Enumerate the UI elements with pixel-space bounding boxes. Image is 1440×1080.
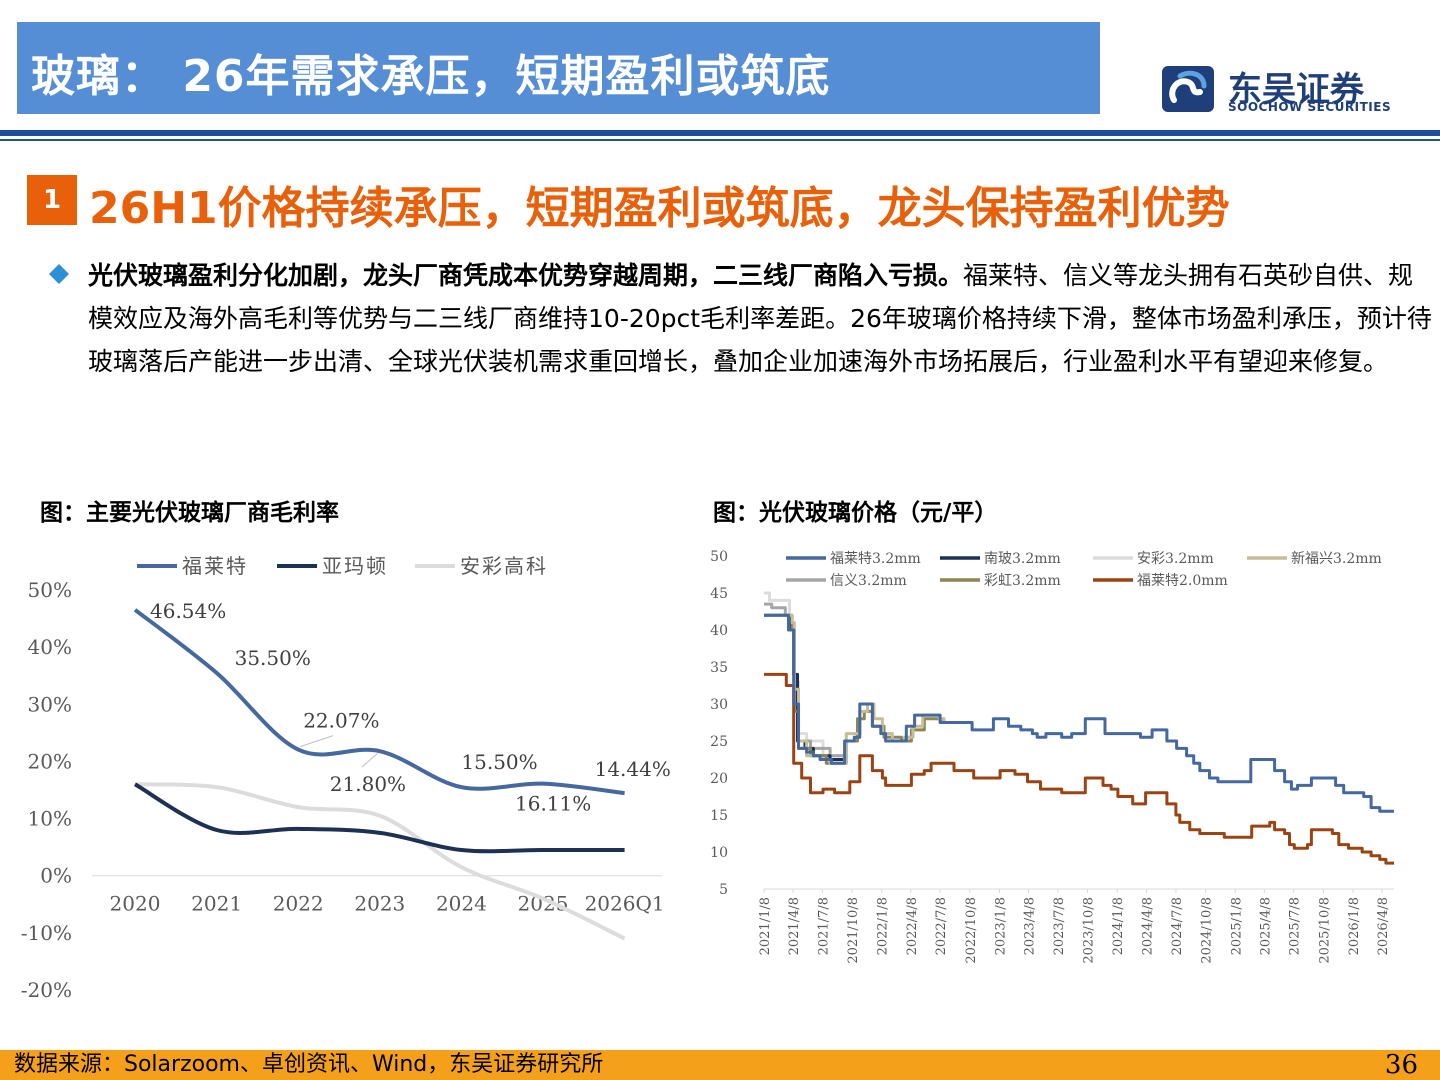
x-tick-label: 2025/10/8 [1317, 897, 1332, 964]
summary-bold: 光伏玻璃盈利分化加剧，龙头厂商凭成本优势穿越周期，二三线厂商陷入亏损。 [88, 261, 964, 290]
y-tick-label: 20% [28, 749, 72, 773]
legend-label: 新福兴3.2mm [1291, 551, 1382, 567]
x-tick-label: 2024/10/8 [1200, 897, 1215, 964]
x-tick-label: 2024 [436, 892, 487, 916]
page-number: 36 [1384, 1050, 1418, 1080]
x-tick-label: 2021/7/8 [816, 897, 831, 955]
x-tick-label: 2022/1/8 [876, 897, 891, 955]
title-bar: 玻璃： 26年需求承压，短期盈利或筑底 [17, 22, 1100, 114]
x-tick-label: 2026/1/8 [1347, 897, 1362, 955]
chart2-title: 图：光伏玻璃价格（元/平） [713, 500, 998, 526]
summary-text: 福莱特、信义等龙头拥有石英砂自供、规模效应及海外高毛利等优势与二三线厂商维持10… [88, 261, 1432, 376]
data-label: 15.50% [461, 750, 537, 774]
x-tick-label: 2021 [191, 892, 242, 916]
legend-label: 福莱特 [182, 554, 248, 578]
x-tick-label: 2023/10/8 [1082, 897, 1097, 964]
series-line-新福兴3.2mm [764, 613, 958, 765]
legend-label: 福莱特2.0mm [1137, 573, 1228, 589]
y-tick-label: 50% [28, 578, 72, 602]
leader-line [361, 752, 379, 768]
section-title: 26H1价格持续承压，短期盈利或筑底，龙头保持盈利优势 [89, 183, 1230, 234]
series-line-南玻3.2mm [764, 613, 843, 761]
footer-bar: 数据来源：Solarzoom、卓创资讯、Wind，东吴证券研究所 36 [0, 1050, 1440, 1080]
data-label: 16.11% [515, 792, 591, 816]
legend-label: 南玻3.2mm [984, 551, 1061, 567]
series-line-福莱特 [133, 608, 625, 796]
y-tick-label: -10% [21, 921, 72, 945]
x-tick-label: 2024/1/8 [1111, 897, 1126, 955]
gross-margin-chart: 50% 40% 30% 20% 10% 0% -10% -20% 2020 2021 2022 202… [21, 554, 671, 1002]
x-tick-label: 2022/10/8 [964, 897, 979, 964]
data-source: 数据来源：Solarzoom、卓创资讯、Wind，东吴证券研究所 [14, 1052, 604, 1077]
y-tick-label: 25 [710, 734, 728, 750]
chart1-title: 图：主要光伏玻璃厂商毛利率 [40, 500, 339, 526]
x-tick-label: 2025/7/8 [1288, 897, 1303, 955]
legend-label: 信义3.2mm [830, 573, 907, 589]
data-label: 21.80% [330, 772, 406, 796]
y-tick-label: 5 [719, 882, 728, 898]
y-tick-label: 35 [710, 660, 728, 676]
x-tick-label: 2021/10/8 [846, 897, 861, 964]
y-tick-label: 0% [40, 864, 72, 888]
x-tick-label: 2020 [110, 892, 161, 916]
y-tick-label: 40% [28, 635, 72, 659]
y-tick-label: 15 [710, 808, 728, 824]
legend-label: 福莱特3.2mm [830, 551, 921, 567]
page-title: 玻璃： 26年需求承压，短期盈利或筑底 [31, 51, 831, 102]
glass-price-chart: 50 45 40 35 30 25 20 15 10 5 2021/1/8 2021/4/8 2021/… [710, 549, 1394, 964]
x-tick-label: 2024/7/8 [1170, 897, 1185, 955]
logo-mark-icon [1162, 66, 1214, 112]
x-tick-label: 2023 [354, 892, 405, 916]
leader-line [300, 735, 334, 748]
x-tick-label: 2022/4/8 [905, 897, 920, 955]
legend-label: 亚玛顿 [322, 554, 388, 578]
x-tick-label: 2023/1/8 [993, 897, 1008, 955]
header-rule-thin [0, 139, 1440, 141]
x-tick-label: 2025 [518, 892, 569, 916]
series-line-安彩高科 [134, 782, 626, 941]
y-tick-label: 30% [28, 692, 72, 716]
diamond-bullet-icon [49, 264, 69, 284]
legend-label: 安彩高科 [460, 554, 548, 578]
y-tick-label: 40 [710, 623, 728, 639]
series-line-福莱特3.2mm [764, 613, 1394, 813]
series-line-福莱特2.0mm [764, 672, 1394, 865]
summary-paragraph: 光伏玻璃盈利分化加剧，龙头厂商凭成本优势穿越周期，二三线厂商陷入亏损。福莱特、信… [88, 254, 1433, 383]
section-number-badge: 1 [27, 175, 77, 225]
y-tick-label: 50 [710, 549, 728, 565]
legend-label: 彩虹3.2mm [984, 573, 1061, 589]
y-tick-label: 20 [710, 771, 728, 787]
x-tick-label: 2025/1/8 [1229, 897, 1244, 955]
logo-text-cn: 东吴证券 [1228, 70, 1364, 110]
x-tick-label: 2023/7/8 [1052, 897, 1067, 955]
header-rule-thick [0, 130, 1440, 136]
y-tick-label: 10 [710, 845, 728, 861]
x-tick-label: 2021/1/8 [758, 897, 773, 955]
data-label: 35.50% [235, 646, 311, 670]
y-tick-label: 45 [710, 586, 728, 602]
x-tick-label: 2026Q1 [585, 892, 665, 916]
y-tick-label: 30 [710, 697, 728, 713]
x-tick-label: 2023/4/8 [1023, 897, 1038, 955]
y-tick-label: -20% [21, 978, 72, 1002]
x-tick-label: 2024/4/8 [1141, 897, 1156, 955]
legend-label: 安彩3.2mm [1137, 551, 1214, 567]
data-label: 46.54% [150, 599, 226, 623]
y-tick-label: 10% [28, 807, 72, 831]
x-tick-label: 2022 [273, 892, 324, 916]
x-tick-label: 2026/4/8 [1376, 897, 1391, 955]
company-logo: 东吴证券 SOOCHOW SECURITIES [1160, 60, 1420, 120]
data-label: 14.44% [595, 757, 671, 781]
data-label: 22.07% [303, 709, 379, 733]
x-tick-label: 2021/4/8 [787, 897, 802, 955]
logo-text-en: SOOCHOW SECURITIES [1228, 100, 1392, 114]
series-line-亚玛顿 [134, 782, 625, 854]
x-tick-label: 2025/4/8 [1258, 897, 1273, 955]
x-tick-label: 2022/7/8 [934, 897, 949, 955]
